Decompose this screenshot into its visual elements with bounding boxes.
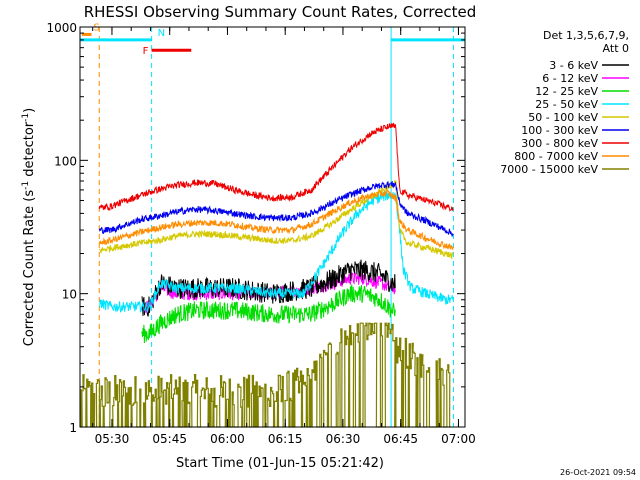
y-tick-label: 100 bbox=[54, 154, 77, 168]
y-axis-label-end: ) bbox=[22, 108, 37, 113]
y-tick-label: 1 bbox=[69, 421, 77, 435]
series-2 bbox=[141, 284, 396, 344]
x-tick-label: 06:45 bbox=[383, 432, 418, 446]
x-tick-label: 06:30 bbox=[326, 432, 361, 446]
x-axis: 05:30 05:45 06:00 06:15 06:30 06:45 07:00 bbox=[92, 27, 476, 446]
legend-label: 7000 - 15000 keV bbox=[500, 163, 598, 176]
flag-label-1: N bbox=[158, 28, 165, 39]
legend-label: 3 - 6 keV bbox=[549, 59, 598, 72]
series-line bbox=[98, 122, 454, 212]
series-5 bbox=[98, 181, 454, 237]
y-tick-label: 10 bbox=[62, 288, 77, 302]
x-axis-label: Start Time (01-Jun-15 05:21:42) bbox=[176, 456, 384, 471]
flag-label-3: F bbox=[143, 46, 149, 57]
y-axis: 1 10 100 1000 bbox=[46, 21, 465, 435]
y-axis-label-main: Corrected Count Rate (s bbox=[22, 190, 37, 347]
series-4 bbox=[98, 180, 454, 260]
plot-frame bbox=[79, 26, 466, 428]
x-tick-label: 05:30 bbox=[95, 432, 130, 446]
footer-date: 26-Oct-2021 09:54 bbox=[560, 468, 636, 477]
legend-label: 100 - 300 keV bbox=[521, 124, 598, 137]
y-axis-label-sup2: -1 bbox=[21, 113, 31, 122]
series-line bbox=[98, 189, 454, 251]
y-axis-label-mid: detector bbox=[22, 121, 37, 181]
y-tick-label: 1000 bbox=[46, 21, 77, 35]
series-6 bbox=[98, 122, 454, 212]
series-7 bbox=[98, 189, 454, 251]
plot-area: S NF bbox=[80, 22, 465, 428]
legend-label: 25 - 50 keV bbox=[535, 98, 598, 111]
x-tick-label: 06:00 bbox=[210, 432, 245, 446]
legend-label: 800 - 7000 keV bbox=[514, 150, 598, 163]
legend-label: 300 - 800 keV bbox=[521, 137, 598, 150]
flag-label-0: S bbox=[94, 22, 100, 33]
legend-label: 6 - 12 keV bbox=[542, 72, 598, 85]
legend-label: 50 - 100 keV bbox=[528, 111, 598, 124]
legend-label: 12 - 25 keV bbox=[535, 85, 598, 98]
y-axis-label: Corrected Count Rate (s-1 detector-1) bbox=[21, 108, 37, 346]
series-line bbox=[98, 181, 454, 237]
series-line bbox=[141, 284, 396, 344]
x-tick-label: 06:15 bbox=[268, 432, 303, 446]
series-line bbox=[98, 180, 454, 260]
x-tick-label: 07:00 bbox=[441, 432, 476, 446]
chart-title: RHESSI Observing Summary Count Rates, Co… bbox=[84, 3, 477, 21]
legend-title-1: Det 1,3,5,6,7,9, bbox=[543, 29, 629, 42]
x-tick-label: 05:45 bbox=[152, 432, 187, 446]
legend-title-2: Att 0 bbox=[603, 42, 629, 55]
y-axis-label-sup1: -1 bbox=[21, 181, 31, 190]
